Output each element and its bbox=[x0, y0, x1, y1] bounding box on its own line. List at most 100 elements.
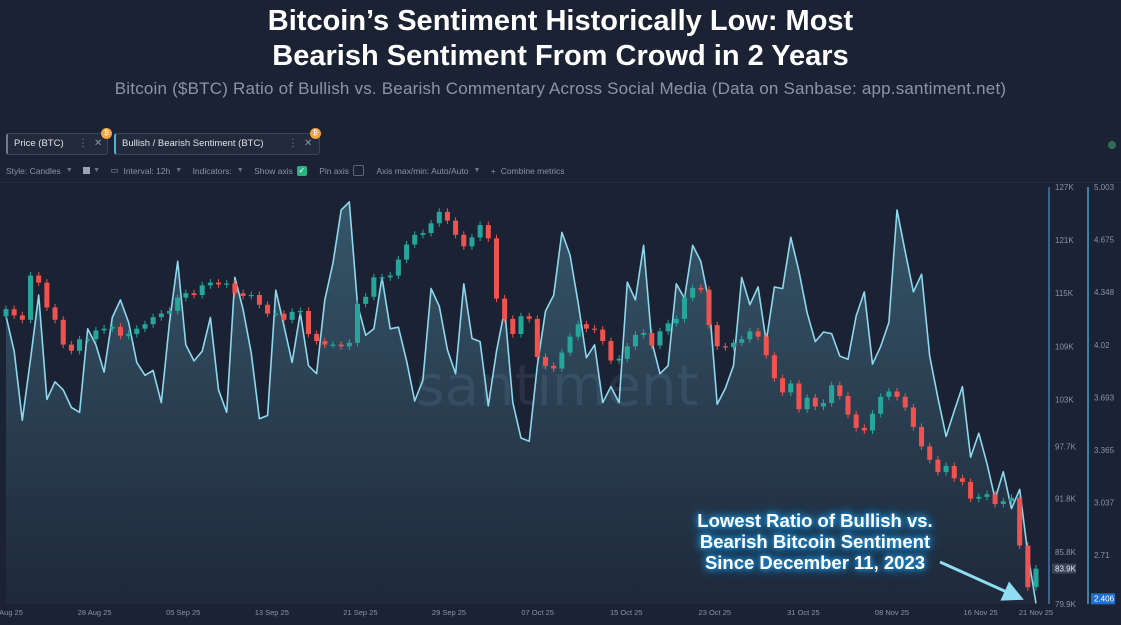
candle-body bbox=[608, 341, 614, 361]
axis-minmax-selector[interactable]: Axis max/min: Auto/Auto bbox=[376, 165, 469, 176]
candle-body bbox=[780, 378, 786, 393]
candle-body bbox=[60, 319, 66, 345]
price-tick-label: 79.9K bbox=[1055, 600, 1077, 609]
candle bbox=[600, 326, 606, 345]
price-last-value-label: 83.9K bbox=[1055, 565, 1077, 574]
candle-body bbox=[518, 316, 524, 334]
candle-body bbox=[673, 318, 679, 324]
candle-body bbox=[853, 414, 859, 428]
candle-body bbox=[763, 336, 769, 356]
candle-body bbox=[477, 225, 483, 238]
candle-body bbox=[77, 339, 83, 351]
candle-body bbox=[461, 234, 467, 247]
candle bbox=[902, 393, 908, 411]
candle-body bbox=[845, 395, 851, 415]
candle bbox=[592, 325, 598, 334]
candle-body bbox=[19, 315, 25, 320]
chevron-down-icon[interactable]: ▼ bbox=[236, 167, 244, 175]
candle-body bbox=[281, 313, 287, 320]
chart-toolbar: Style: Candles ▼ ▼ ▭ Interval: 12h ▼ Indica… bbox=[6, 165, 565, 177]
price-tick-label: 109K bbox=[1055, 342, 1074, 351]
candle bbox=[126, 330, 132, 340]
candle bbox=[338, 341, 344, 350]
show-axis-label: Show axis bbox=[254, 165, 293, 176]
candle bbox=[812, 394, 818, 411]
candle bbox=[387, 271, 393, 281]
bitcoin-badge-icon: ₿ bbox=[101, 128, 112, 139]
candle bbox=[649, 329, 655, 350]
candle bbox=[551, 362, 557, 373]
candle-body bbox=[371, 277, 377, 297]
candle bbox=[60, 316, 66, 349]
chevron-down-icon[interactable]: ▼ bbox=[65, 167, 73, 175]
axes: 127K 121K 115K 109K 103K 97.7K 91.8K 85.8K 79.9K… bbox=[1048, 183, 1115, 609]
candle-body bbox=[812, 397, 818, 407]
candle bbox=[543, 353, 549, 370]
candle-body bbox=[379, 277, 385, 279]
candle-body bbox=[894, 391, 900, 397]
candle bbox=[142, 320, 148, 333]
candle bbox=[354, 300, 361, 347]
candle-body bbox=[1025, 545, 1031, 588]
color-swatch-icon[interactable] bbox=[83, 167, 91, 175]
combine-metrics-button[interactable]: Combine metrics bbox=[500, 165, 565, 176]
candle bbox=[1000, 497, 1006, 508]
candle bbox=[518, 312, 524, 338]
indicators-selector[interactable]: Indicators: bbox=[192, 165, 232, 176]
metric-tab-sentiment[interactable]: Bullish / Bearish Sentiment (BTC) ⋮ ✕ bbox=[114, 133, 320, 155]
candle bbox=[404, 241, 410, 264]
candle-body bbox=[289, 311, 295, 320]
more-options-icon[interactable]: ⋮ bbox=[78, 138, 88, 149]
candle-body bbox=[583, 324, 589, 329]
candle bbox=[919, 423, 925, 450]
candle bbox=[412, 231, 418, 249]
candle bbox=[240, 289, 246, 300]
candle bbox=[363, 293, 369, 308]
pin-axis-checkbox[interactable]: ✓ bbox=[352, 165, 364, 177]
plus-icon[interactable]: + bbox=[490, 165, 496, 176]
candle bbox=[36, 271, 42, 287]
candle bbox=[943, 462, 949, 476]
candle bbox=[395, 256, 401, 280]
candle-body bbox=[771, 355, 777, 379]
more-options-icon[interactable]: ⋮ bbox=[288, 138, 298, 149]
candle bbox=[624, 342, 630, 363]
candle-body bbox=[902, 396, 908, 408]
candle bbox=[224, 279, 230, 288]
chevron-down-icon[interactable]: ▼ bbox=[175, 167, 183, 175]
candle-body bbox=[175, 297, 181, 311]
candle bbox=[330, 341, 336, 349]
candle-body bbox=[878, 396, 884, 414]
candle bbox=[3, 305, 9, 320]
close-icon[interactable]: ✕ bbox=[304, 138, 313, 149]
candle-body bbox=[265, 304, 271, 314]
candle bbox=[346, 339, 352, 350]
interval-selector[interactable]: Interval: 12h bbox=[123, 165, 171, 176]
chevron-down-icon[interactable]: ▼ bbox=[93, 167, 101, 175]
candle-body bbox=[1008, 497, 1014, 502]
chevron-down-icon[interactable]: ▼ bbox=[473, 167, 481, 175]
style-selector[interactable]: Style: Candles bbox=[6, 165, 61, 176]
candle bbox=[608, 337, 614, 365]
x-tick-label: 21 Nov 25 bbox=[1019, 608, 1053, 617]
candle bbox=[256, 291, 262, 309]
candle-body bbox=[869, 413, 876, 431]
metric-tab-price[interactable]: Price (BTC) ⋮ ✕ bbox=[6, 133, 108, 155]
close-icon[interactable]: ✕ bbox=[94, 138, 103, 149]
candle-body bbox=[837, 385, 843, 396]
candle bbox=[910, 403, 916, 431]
candle-body bbox=[706, 289, 712, 326]
candle bbox=[77, 335, 83, 355]
candle bbox=[297, 307, 303, 316]
candle bbox=[731, 339, 737, 351]
candle bbox=[722, 342, 728, 351]
price-tick-label: 97.7K bbox=[1055, 442, 1077, 451]
candle bbox=[485, 221, 491, 242]
candle bbox=[935, 456, 941, 476]
candle bbox=[1025, 542, 1031, 591]
candle bbox=[1033, 565, 1039, 591]
candle bbox=[616, 355, 622, 365]
candle-body bbox=[543, 356, 549, 366]
show-axis-checkbox[interactable]: ✓ bbox=[296, 165, 307, 176]
x-axis: 20 Aug 25 28 Aug 25 05 Sep 25 13 Sep 25 21 S… bbox=[0, 608, 1053, 617]
